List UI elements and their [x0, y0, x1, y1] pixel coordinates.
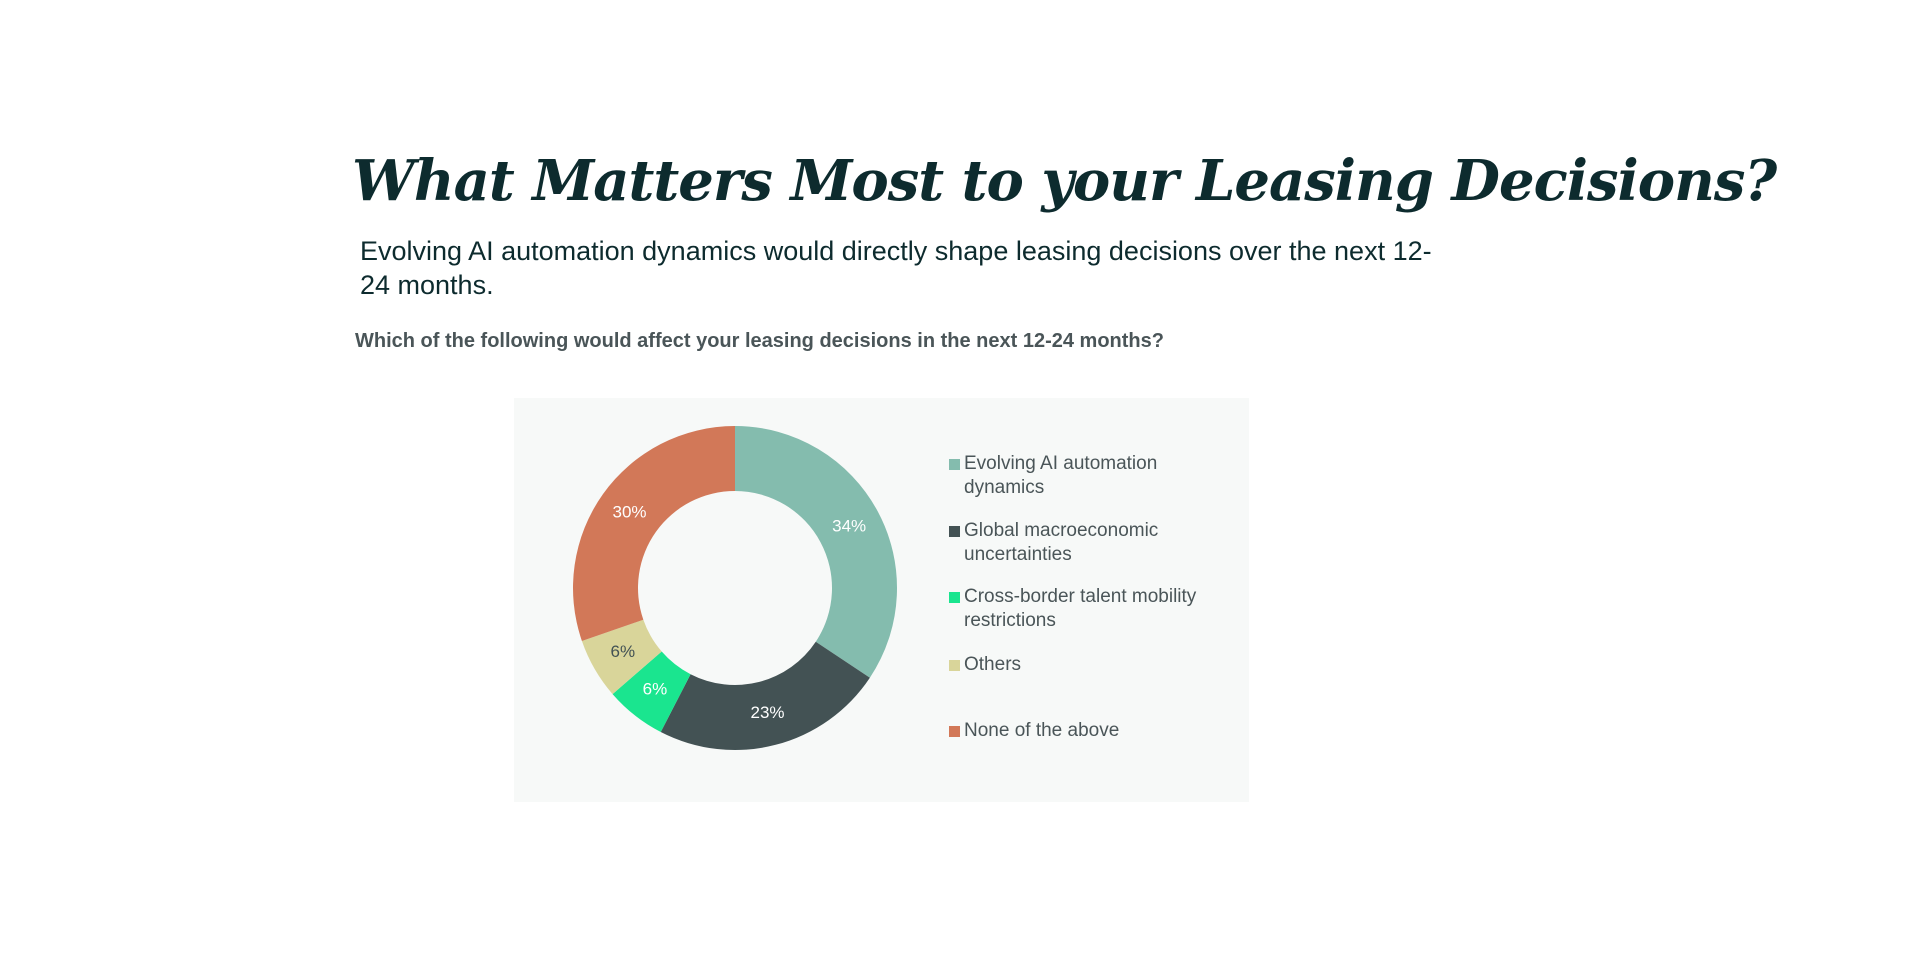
data-label: 23%: [751, 703, 785, 722]
legend-swatch: [949, 592, 960, 603]
donut-slice: [612, 651, 691, 732]
legend-label: Global macroeconomic uncertainties: [964, 520, 1159, 565]
legend-swatch: [949, 526, 960, 537]
data-label: 6%: [643, 679, 668, 698]
title: What Matters Most to your Leasing Decisi…: [352, 148, 1777, 214]
data-label: 34%: [832, 516, 866, 535]
donut-slice: [573, 426, 735, 641]
legend-label: Evolving AI automation dynamics: [964, 453, 1158, 498]
data-label: 30%: [612, 502, 646, 521]
legend-label: None of the above: [964, 720, 1120, 741]
donut-slice: [581, 619, 662, 695]
donut-slice: [735, 426, 898, 678]
legend-swatch: [949, 726, 960, 737]
legend-label: Others: [964, 654, 1022, 675]
legend-swatch: [949, 459, 960, 470]
legend-label: Cross-border talent mobility restriction…: [964, 586, 1197, 631]
question: Which of the following would affect your…: [355, 330, 1164, 352]
data-label: 6%: [611, 642, 636, 661]
subtitle: Evolving AI automation dynamics would di…: [360, 236, 1432, 300]
donut-slice: [660, 641, 870, 750]
legend-swatch: [949, 660, 960, 671]
